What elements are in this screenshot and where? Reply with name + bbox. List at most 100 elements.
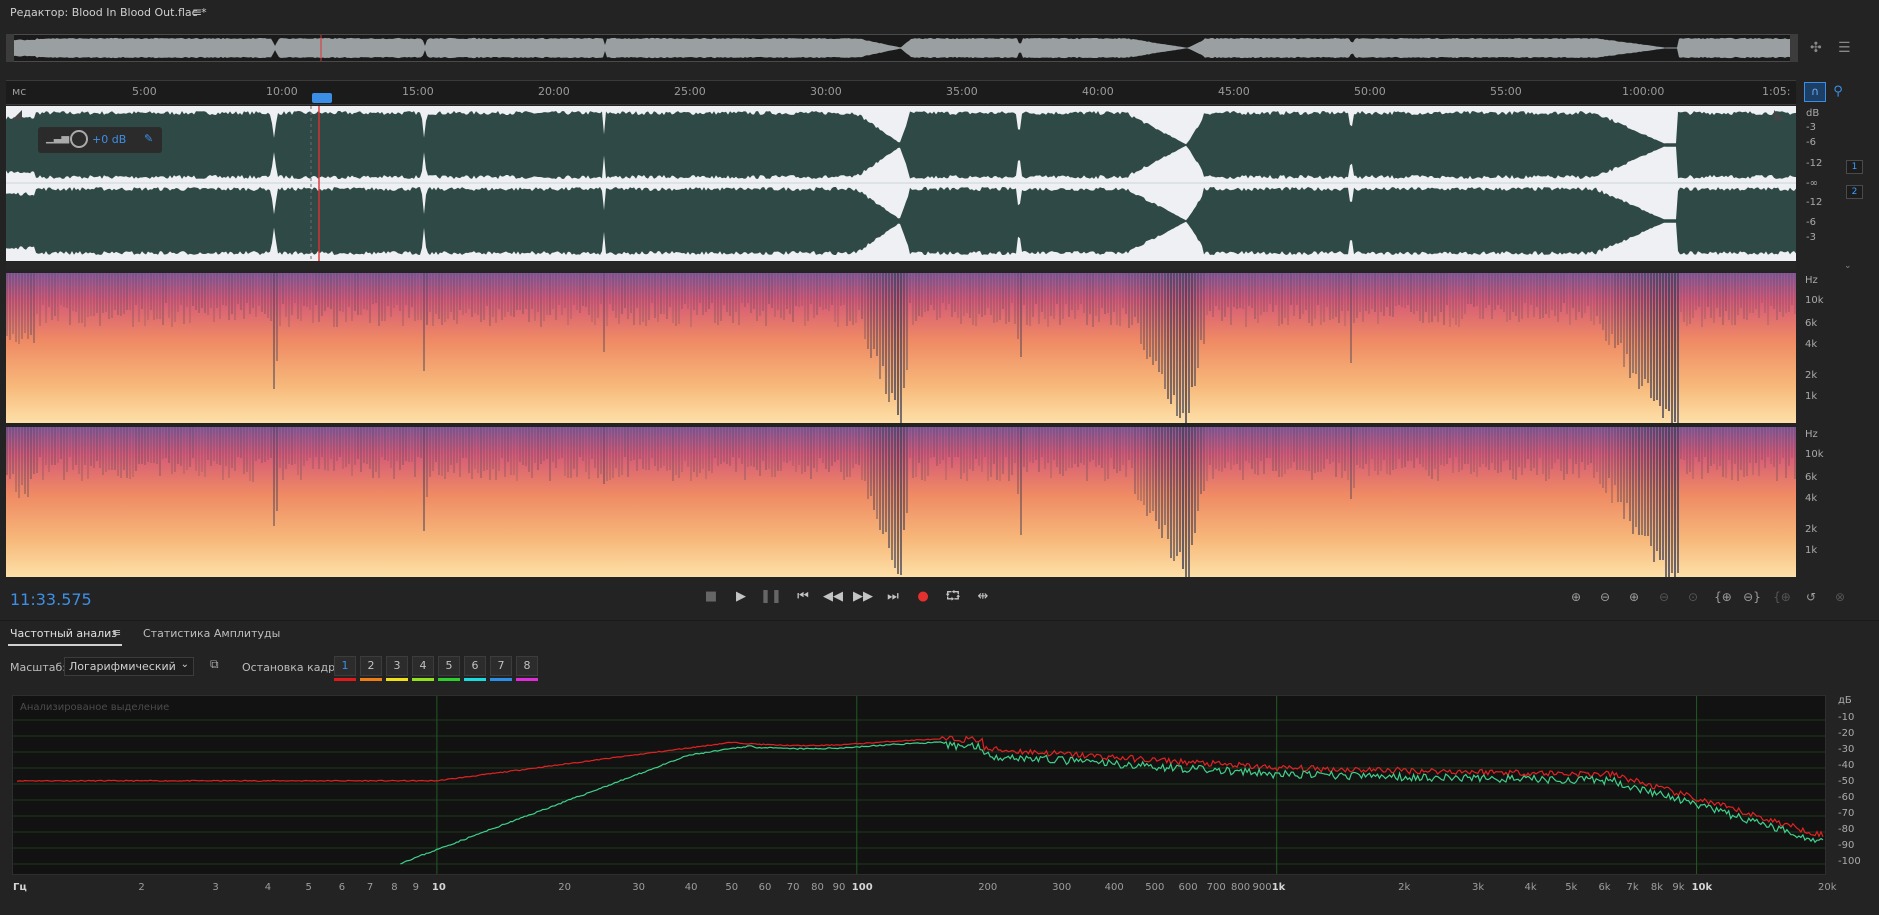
x-tick-label: 3 xyxy=(212,882,219,893)
volume-value[interactable]: +0 dB xyxy=(92,133,127,146)
zoom-out-amplitude-icon[interactable]: ⊖ xyxy=(1599,590,1611,604)
tab-amplitude-statistics[interactable]: Статистика Амплитуды xyxy=(143,627,281,640)
copy-icon[interactable]: ⧉ xyxy=(210,657,219,671)
hold-button-5[interactable]: 5 xyxy=(438,656,460,676)
zoom-selection-in-icon[interactable]: {⊕ xyxy=(1714,590,1732,604)
db-label: -3 xyxy=(1806,122,1816,133)
hold-button-6[interactable]: 6 xyxy=(464,656,486,676)
collapse-icon[interactable]: ⌄ xyxy=(1844,261,1852,271)
editor-title-bar: Редактор: Blood In Blood Out.flac * ≡ xyxy=(0,0,1879,28)
current-time[interactable]: 11:33.575 xyxy=(10,590,92,609)
marker-pin-icon[interactable]: ⚲ xyxy=(1833,84,1843,99)
panel-menu-icon[interactable]: ≡ xyxy=(192,5,203,19)
scale-label: Масштаб: xyxy=(10,661,66,674)
stop-button[interactable]: ■ xyxy=(704,589,718,604)
db-label: -12 xyxy=(1806,158,1823,169)
fade-in-handle[interactable] xyxy=(12,110,22,120)
ruler-tick: 55:00 xyxy=(1490,85,1522,98)
hold-button-8[interactable]: 8 xyxy=(516,656,538,676)
volume-hud[interactable]: ▁▃▅ +0 dB ✎ xyxy=(38,127,162,153)
hz-label: 1k xyxy=(1805,545,1818,556)
rewind-button[interactable]: ◀◀ xyxy=(823,589,843,604)
x-tick-label: 300 xyxy=(1052,882,1072,893)
zoom-in-amplitude-icon[interactable]: ⊕ xyxy=(1570,590,1582,604)
zoom-left-icon[interactable]: {⊕ xyxy=(1773,590,1791,604)
x-tick-label: 7k xyxy=(1626,882,1639,893)
snap-icon[interactable]: ∩ xyxy=(1804,82,1826,102)
x-tick-label: 30 xyxy=(632,882,645,893)
zoom-all-icon[interactable]: ⊗ xyxy=(1834,590,1846,604)
play-button[interactable]: ▶ xyxy=(736,589,746,604)
overview-right-handle[interactable] xyxy=(1790,34,1798,62)
hold-button-2[interactable]: 2 xyxy=(360,656,382,676)
skip-previous-button[interactable]: ⏮ xyxy=(797,589,809,604)
x-tick-label: 50 xyxy=(725,882,739,893)
ruler-tick: 25:00 xyxy=(674,85,706,98)
spectral-display-channel-1[interactable] xyxy=(6,273,1796,434)
x-tick-label: 9 xyxy=(412,882,420,893)
spectral-display-channel-2[interactable] xyxy=(6,427,1796,584)
x-tick-label: 700 xyxy=(1206,882,1226,893)
hz-label: 2k xyxy=(1805,370,1818,381)
hold-color-5 xyxy=(438,678,460,681)
loop-playback-button[interactable]: ⮔ xyxy=(945,589,961,604)
analysis-tabs: Частотный анализ ≡ Статистика Амплитуды xyxy=(0,620,1879,646)
playhead-marker[interactable] xyxy=(312,93,332,103)
ruler-tick: 35:00 xyxy=(946,85,978,98)
hold-button-3[interactable]: 3 xyxy=(386,656,408,676)
channel-1-toggle[interactable]: 1 xyxy=(1846,160,1863,174)
fade-out-handle[interactable] xyxy=(1774,110,1784,120)
pin-icon[interactable]: ✎ xyxy=(144,132,154,145)
hold-frame-label: Остановка кадра: xyxy=(242,661,346,674)
volume-knob[interactable] xyxy=(70,130,88,148)
tab-menu-icon[interactable]: ≡ xyxy=(112,626,122,639)
overview-left-handle[interactable] xyxy=(6,34,14,62)
x-tick-label: 40 xyxy=(684,882,698,893)
hz-label: 1k xyxy=(1805,391,1818,402)
y-tick-label: -90 xyxy=(1838,840,1855,851)
hz-unit: Hz xyxy=(1805,275,1818,286)
ruler-tick: 20:00 xyxy=(538,85,570,98)
fast-forward-button[interactable]: ▶▶ xyxy=(853,589,873,604)
skip-selection-button[interactable]: ⇹ xyxy=(977,589,989,604)
y-tick-label: -60 xyxy=(1838,792,1855,803)
channel-2-toggle[interactable]: 2 xyxy=(1846,185,1863,199)
frequency-graph[interactable] xyxy=(12,695,1826,875)
time-ruler[interactable]: мс 5:00 10:00 15:00 20:00 25:00 30:00 35… xyxy=(6,80,1796,105)
hold-button-7[interactable]: 7 xyxy=(490,656,512,676)
skip-next-button[interactable]: ⏭ xyxy=(887,589,899,604)
zoom-full-icon[interactable]: ⊙ xyxy=(1687,590,1699,604)
overview-waveform[interactable] xyxy=(6,34,1798,62)
x-tick-label: 8 xyxy=(391,882,398,893)
scale-select[interactable]: Логарифмический ⌄ xyxy=(64,657,194,676)
pause-button[interactable]: ❚❚ xyxy=(760,589,782,604)
zoom-reset-icon[interactable]: ↺ xyxy=(1805,590,1817,604)
db-label: -3 xyxy=(1806,232,1816,243)
x-tick-label: 1k xyxy=(1271,882,1286,893)
ruler-tick: 5:00 xyxy=(132,85,157,98)
x-tick-label: 6 xyxy=(338,882,346,893)
hz-label: 6k xyxy=(1805,318,1818,329)
x-tick-label: 4k xyxy=(1524,882,1537,893)
x-tick-label: 10 xyxy=(431,882,446,893)
db-label: -12 xyxy=(1806,197,1823,208)
analysis-controls: Масштаб: Логарифмический ⌄ ⧉ Остановка к… xyxy=(0,652,1879,682)
waveform-display[interactable] xyxy=(6,106,1796,261)
x-tick-label: 5 xyxy=(305,882,312,893)
record-button[interactable]: ● xyxy=(917,589,929,604)
zoom-selection-icon[interactable]: ✣ xyxy=(1810,40,1822,56)
x-tick-label: 90 xyxy=(832,882,846,893)
hold-button-1[interactable]: 1 xyxy=(334,656,356,676)
hold-color-8 xyxy=(516,678,538,681)
zoom-selection-out-icon[interactable]: ⊖} xyxy=(1743,590,1761,604)
db-unit: dB xyxy=(1806,108,1820,119)
hold-button-4[interactable]: 4 xyxy=(412,656,434,676)
hz-label: 2k xyxy=(1805,524,1818,535)
level-meter-icon: ▁▃▅ xyxy=(46,133,70,144)
zoom-in-time-icon[interactable]: ⊕ xyxy=(1628,590,1640,604)
splitter[interactable] xyxy=(6,262,1796,270)
tab-frequency-analysis[interactable]: Частотный анализ xyxy=(10,627,118,640)
panel-view-icon[interactable]: ☰ xyxy=(1838,40,1851,56)
zoom-out-time-icon[interactable]: ⊖ xyxy=(1658,590,1670,604)
hz-label: 6k xyxy=(1805,472,1818,483)
